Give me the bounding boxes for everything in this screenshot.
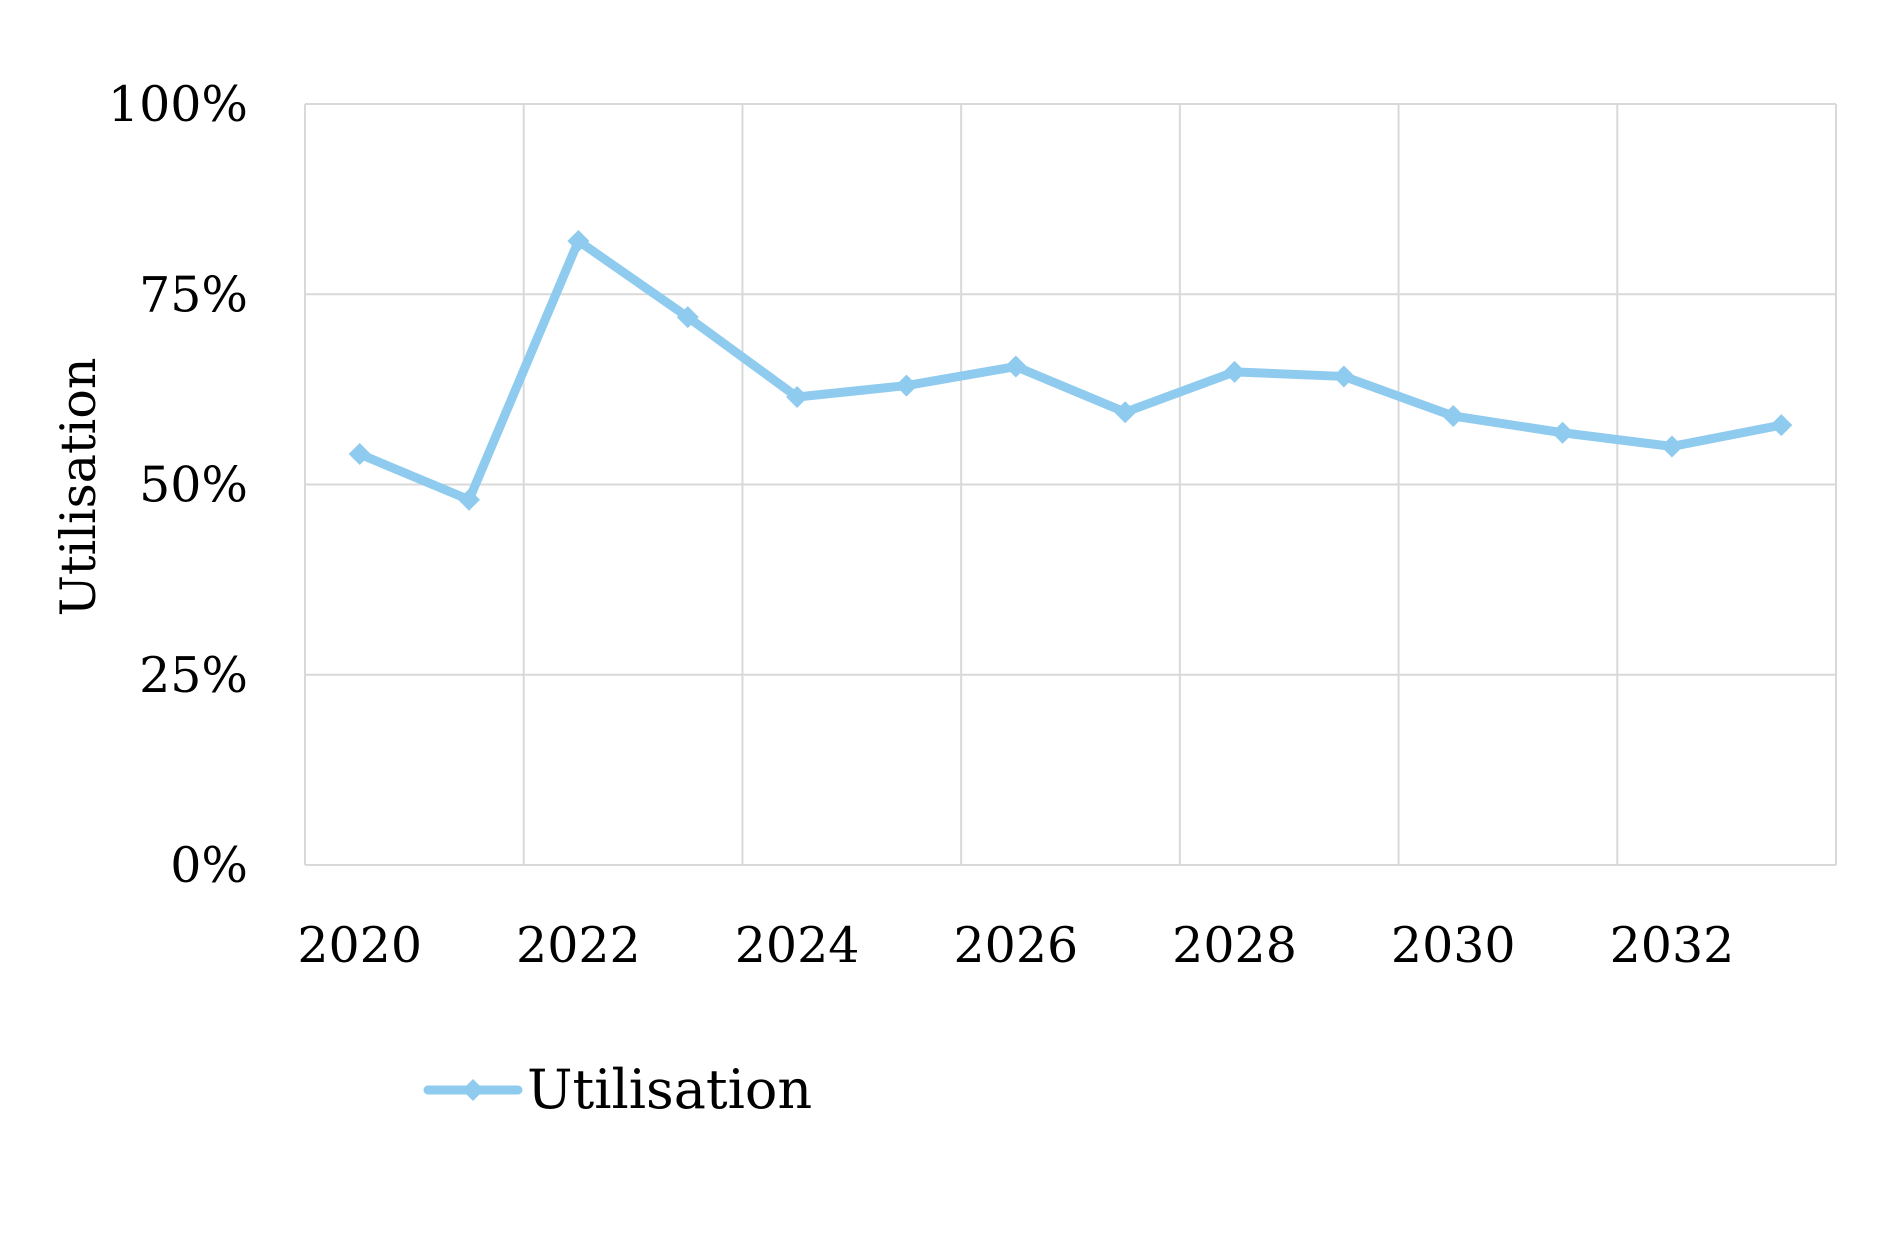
data-point [458, 488, 481, 511]
series-layer [348, 229, 1793, 511]
gridlines [304, 103, 1837, 866]
data-point [1442, 405, 1465, 428]
data-point [1114, 401, 1137, 424]
y-tick-label: 0% [170, 837, 248, 894]
x-axis-ticks: 2020 2022 2024 2026 2028 2030 2032 [297, 917, 1734, 974]
x-tick-label: 2024 [735, 917, 860, 974]
x-tick-label: 2028 [1172, 917, 1297, 974]
x-tick-label: 2032 [1610, 917, 1735, 974]
data-point [1551, 421, 1574, 444]
y-tick-label: 50% [139, 457, 248, 514]
y-tick-label: 75% [139, 266, 248, 323]
data-point [1660, 435, 1683, 458]
data-point [895, 374, 918, 397]
x-tick-label: 2026 [953, 917, 1078, 974]
data-point [676, 306, 699, 329]
y-axis-ticks: 0% 25% 50% 75% 100% [108, 76, 248, 894]
series-line [355, 236, 1786, 505]
data-point [786, 385, 809, 408]
y-tick-label: 25% [139, 647, 248, 704]
legend: Utilisation [423, 1058, 812, 1121]
legend-label: Utilisation [527, 1058, 812, 1121]
data-point [567, 229, 590, 252]
legend-diamond-marker [462, 1079, 484, 1101]
data-point [1223, 360, 1246, 383]
x-tick-label: 2020 [297, 917, 422, 974]
data-point [348, 443, 371, 466]
y-axis-title: Utilisation [50, 358, 107, 617]
x-tick-label: 2022 [516, 917, 641, 974]
x-tick-label: 2030 [1391, 917, 1516, 974]
data-point [1004, 355, 1027, 378]
y-tick-label: 100% [108, 76, 248, 133]
data-point [1332, 365, 1355, 388]
data-point [1770, 414, 1793, 437]
